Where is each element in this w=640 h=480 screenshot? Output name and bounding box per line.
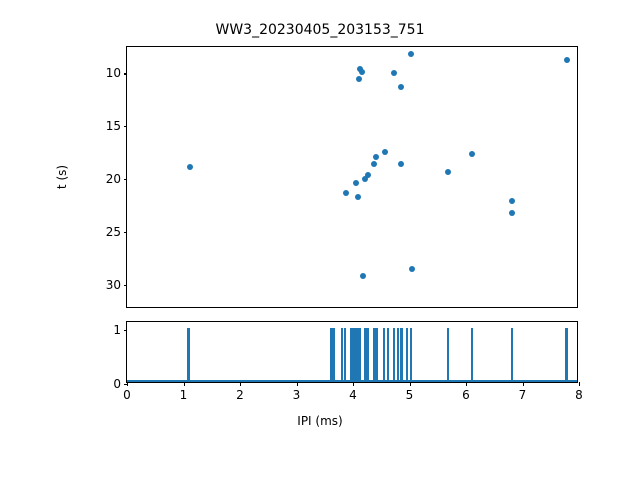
scatter-point — [469, 151, 476, 158]
scatter-point — [508, 198, 515, 205]
x-tick-mark — [240, 382, 242, 386]
rug-spike — [358, 328, 361, 382]
x-tick-label: 2 — [236, 388, 244, 402]
rug-spike — [355, 328, 358, 382]
y-tick-mark — [123, 231, 127, 233]
x-tick-label: 4 — [349, 388, 357, 402]
x-tick-label: 1 — [179, 388, 188, 402]
scatter-point — [391, 69, 398, 76]
rug-spike — [510, 328, 513, 382]
x-tick-mark — [522, 382, 524, 386]
scatter-point — [398, 161, 405, 168]
rug-spike — [330, 328, 333, 382]
y-tick-label: 30 — [105, 277, 121, 292]
x-tick-mark — [127, 382, 129, 386]
scatter-point — [343, 190, 350, 197]
scatter-point — [186, 164, 193, 171]
scatter-point — [362, 176, 369, 183]
scatter-plot-axes: 10 15 20 25 30 — [106, 46, 578, 308]
scatter-point — [360, 273, 367, 280]
x-axis-label: IPI (ms) — [297, 414, 343, 428]
scatter-point — [371, 161, 378, 168]
y-tick-label: 10 — [105, 66, 121, 81]
scatter-point — [381, 149, 388, 156]
scatter-point — [563, 57, 570, 64]
x-tick-mark — [579, 382, 581, 386]
x-tick-mark — [466, 382, 468, 386]
scatter-point — [352, 180, 359, 187]
y-tick-label: 25 — [105, 224, 121, 239]
rug-y-tick-label: 0 — [113, 377, 121, 391]
scatter-point — [398, 83, 405, 90]
rug-spike — [373, 328, 376, 382]
rug-spike — [405, 328, 408, 382]
scatter-point — [508, 209, 515, 216]
rug-spike — [565, 328, 568, 382]
rug-spike — [397, 328, 400, 382]
rug-spike — [471, 328, 474, 382]
y-tick-mark — [123, 126, 127, 128]
rug-spikes-layer — [127, 322, 577, 382]
y-tick-mark — [123, 73, 127, 75]
rug-spike — [367, 328, 370, 382]
x-tick-label: 0 — [123, 388, 131, 402]
rug-spike — [356, 328, 360, 382]
rug-spike — [350, 328, 353, 382]
rug-spike — [333, 328, 336, 382]
scatter-point — [355, 194, 362, 201]
scatter-points-layer — [127, 47, 577, 307]
x-tick-label: 8 — [575, 388, 583, 402]
rug-y-tick-mark — [123, 384, 127, 386]
scatter-point — [444, 169, 451, 176]
rug-spike — [351, 328, 355, 382]
y-tick-mark — [123, 179, 127, 181]
scatter-point — [365, 171, 372, 178]
rug-y-tick-label: 1 — [113, 323, 121, 338]
x-tick-label: 3 — [292, 388, 301, 402]
rug-spike — [382, 328, 386, 382]
rug-y-tick-mark — [123, 330, 127, 332]
y-tick-mark — [123, 284, 127, 286]
rug-spike — [386, 328, 390, 382]
y-tick-label: 15 — [105, 119, 121, 134]
rug-spike — [446, 328, 449, 382]
scatter-point — [407, 51, 414, 58]
rug-spike — [410, 328, 413, 382]
x-tick-mark — [296, 382, 298, 386]
x-tick-label: 7 — [518, 388, 527, 402]
rug-spike — [375, 328, 378, 382]
scatter-point — [373, 154, 380, 161]
rug-spike — [187, 328, 190, 382]
x-tick-mark — [183, 382, 185, 386]
x-tick-mark — [409, 382, 411, 386]
rug-spike — [400, 328, 403, 382]
y-tick-label: 20 — [105, 172, 121, 187]
rug-spike — [353, 328, 356, 382]
scatter-point — [359, 69, 366, 76]
rug-spike — [343, 328, 347, 382]
x-tick-label: 5 — [405, 388, 414, 402]
figure-title: WW3_20230405_203153_751 — [215, 22, 425, 38]
y-axis-label: t (s) — [55, 164, 69, 190]
rug-spike — [364, 328, 367, 382]
rug-plot-axes: 0 1 0 1 2 3 4 5 6 7 8 — [113, 321, 583, 402]
x-tick-label: 6 — [462, 388, 470, 402]
x-tick-mark — [353, 382, 355, 386]
scatter-point — [356, 66, 363, 73]
rug-spike — [393, 328, 396, 382]
scatter-point — [408, 266, 415, 273]
rug-spike — [340, 328, 343, 382]
scatter-point — [355, 76, 362, 83]
